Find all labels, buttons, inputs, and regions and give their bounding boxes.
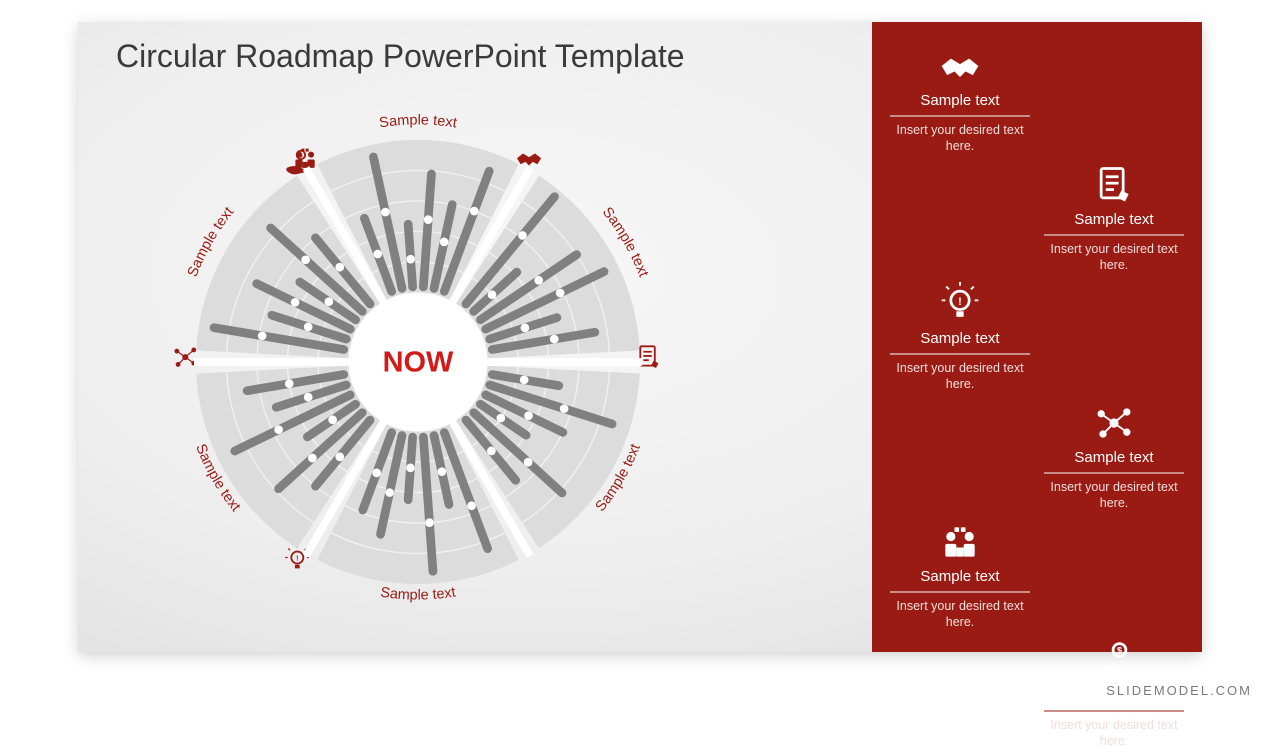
bar-dot [467, 501, 476, 510]
sidebar-item: Sample text Insert your desired text her… [890, 514, 1030, 633]
divider [890, 591, 1030, 593]
divider [890, 353, 1030, 355]
sidebar-item-title: Sample text [1044, 449, 1184, 466]
bar-dot [556, 289, 565, 298]
bar-dot [373, 250, 382, 259]
sidebar-item: Sample text Insert your desired text her… [1044, 395, 1184, 514]
bar-dot [487, 447, 496, 456]
bar-dot [258, 331, 267, 340]
bar-dot [440, 238, 449, 247]
document-icon [1044, 161, 1184, 209]
svg-text:$: $ [1117, 646, 1122, 656]
bar-dot [534, 276, 543, 285]
svg-text:!: ! [958, 296, 962, 308]
bar-dot [524, 458, 533, 467]
chart-svg: Sample text$Sample textSample textSample… [138, 82, 698, 642]
sidebar-panel: Sample text Insert your desired text her… [872, 22, 1202, 652]
sector-label: Sample text [379, 585, 456, 604]
svg-text:!: ! [296, 554, 298, 563]
bar-dot [328, 415, 337, 424]
bar-dot [285, 379, 294, 388]
bar-dot [524, 411, 533, 420]
bar-dot [406, 255, 415, 264]
document-icon [634, 342, 665, 373]
divider [1044, 234, 1184, 236]
sidebar-item-title: Sample text [890, 568, 1030, 585]
sidebar-item-title: Sample text [890, 330, 1030, 347]
bar-dot [301, 255, 310, 264]
page-title: Circular Roadmap PowerPoint Template [116, 38, 685, 75]
sidebar-item: Sample text Insert your desired text her… [890, 38, 1030, 157]
bar-dot [291, 298, 300, 307]
network-icon [1044, 399, 1184, 447]
sidebar-item: ! Sample text Insert your desired text h… [890, 276, 1030, 395]
bar-dot [560, 404, 569, 413]
sidebar-item: Sample text Insert your desired text her… [1044, 157, 1184, 276]
bar-dot [325, 297, 334, 306]
bar-dot [518, 231, 527, 240]
bar-dot [274, 425, 283, 434]
divider [1044, 710, 1184, 712]
bar-dot [372, 469, 381, 478]
bar-dot [304, 393, 313, 402]
sector-label: Sample text [378, 112, 458, 131]
bar-dot [335, 263, 344, 272]
sidebar-item-desc: Insert your desired text here. [1044, 480, 1184, 514]
bar-dot [424, 215, 433, 224]
bar-dot [488, 290, 497, 299]
lightbulb-icon: ! [890, 280, 1030, 328]
sidebar-item-desc: Insert your desired text here. [890, 599, 1030, 633]
sidebar-grid: Sample text Insert your desired text her… [890, 38, 1184, 752]
handshake-icon [890, 42, 1030, 90]
sidebar-item-desc: Insert your desired text here. [1044, 242, 1184, 276]
bar-dot [335, 452, 344, 461]
slide: Circular Roadmap PowerPoint Template Sam… [78, 22, 1202, 652]
money-hand-icon: $ [1044, 637, 1184, 685]
bar-dot [470, 207, 479, 216]
bar-dot [381, 208, 390, 217]
circular-roadmap-chart: Sample text$Sample textSample textSample… [138, 82, 698, 642]
center-label: NOW [383, 347, 454, 379]
bar-dot [520, 376, 529, 385]
bar-dot [385, 488, 394, 497]
meeting-icon [890, 518, 1030, 566]
bar-dot [496, 414, 505, 423]
bar-dot [304, 323, 313, 332]
divider [1044, 472, 1184, 474]
bar-dot [438, 467, 447, 476]
bar-dot [521, 323, 530, 332]
sidebar-item-desc: Insert your desired text here. [1044, 718, 1184, 752]
bar-dot [406, 464, 415, 473]
sidebar-item-title: Sample text [1044, 211, 1184, 228]
bar-dot [550, 335, 559, 344]
divider [890, 115, 1030, 117]
sidebar-item-desc: Insert your desired text here. [890, 361, 1030, 395]
sidebar-item-desc: Insert your desired text here. [890, 123, 1030, 157]
sidebar-item-title: Sample text [890, 92, 1030, 109]
bar-dot [425, 518, 434, 527]
watermark-text: SLIDEMODEL.COM [1106, 683, 1252, 698]
bar-dot [308, 454, 317, 463]
